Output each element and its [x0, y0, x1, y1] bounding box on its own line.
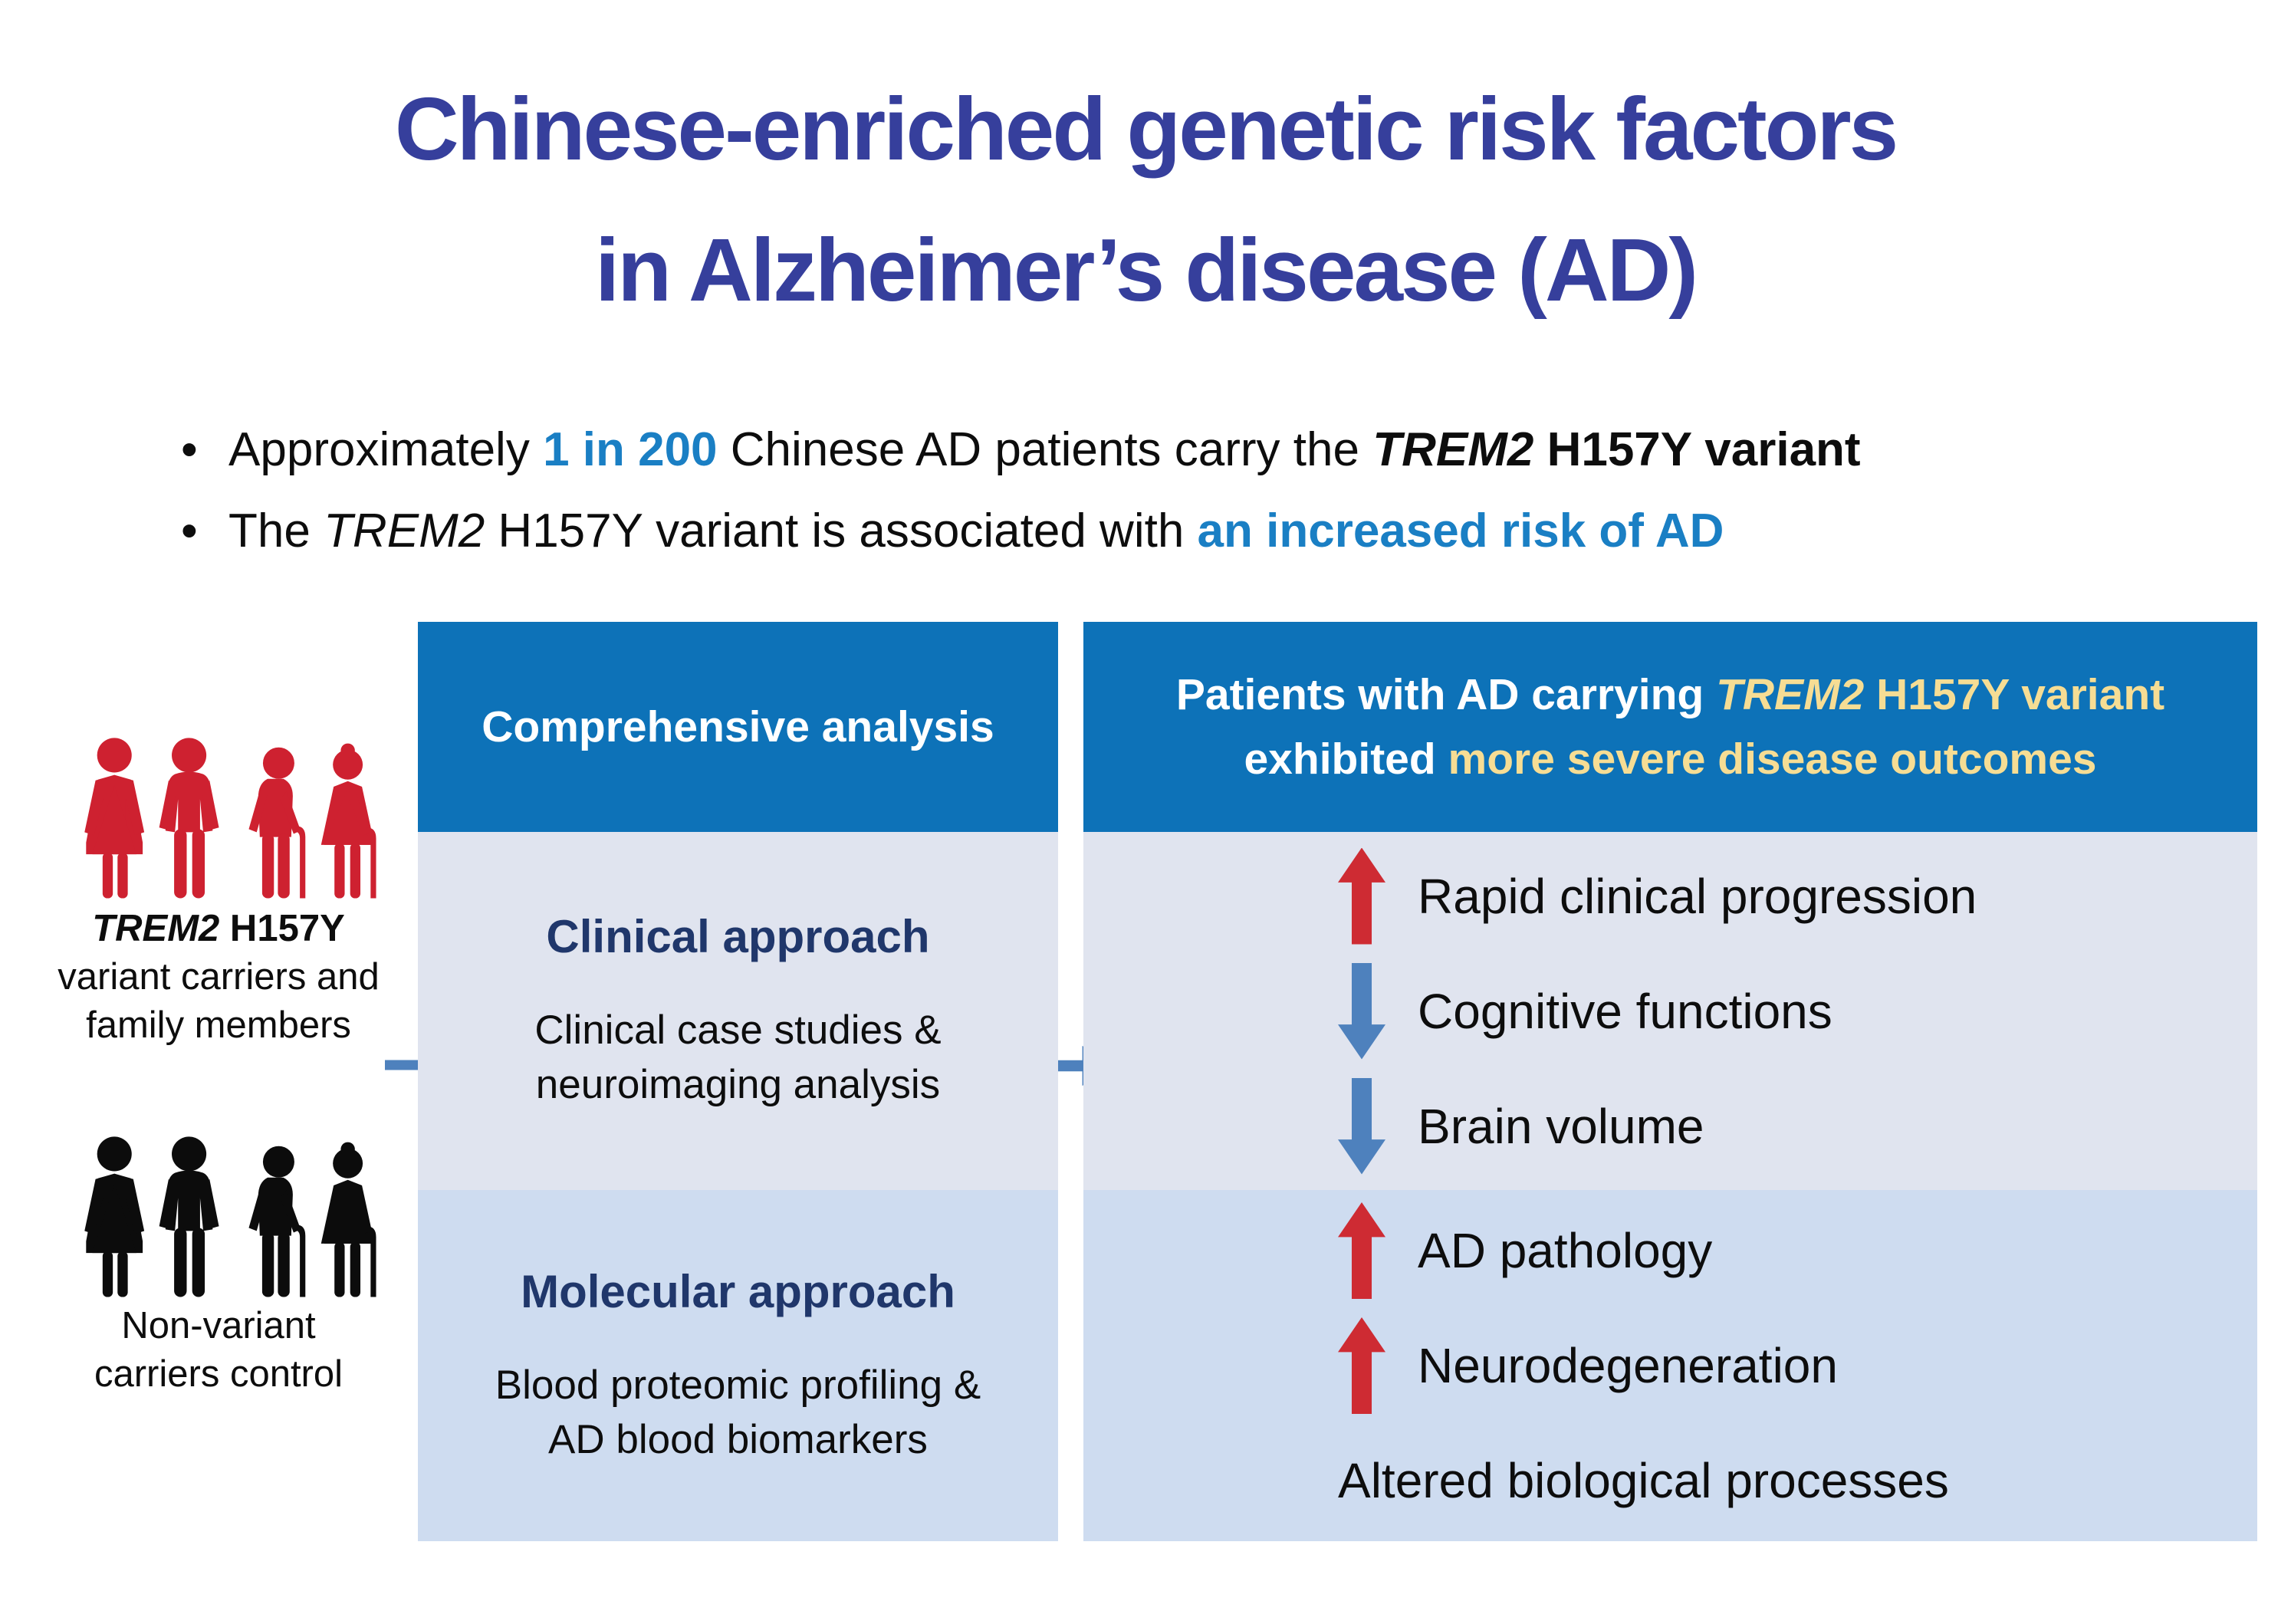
bullet-icon: •	[181, 423, 198, 476]
right-header-gene: TREM2	[1716, 670, 1865, 719]
down-arrow-icon	[1338, 962, 1385, 1060]
key-findings: • Approximately 1 in 200 Chinese AD patie…	[181, 409, 1861, 572]
right-header-outcomes: more severe disease outcomes	[1448, 735, 2097, 784]
carriers-caption: TREM2 H157Y variant carriers and family …	[8, 905, 429, 1050]
bullet-icon: •	[181, 505, 198, 557]
title-line-1: Chinese-enriched genetic risk factors	[394, 79, 1898, 179]
bullet2-gene: TREM2	[324, 505, 485, 557]
right-header-variant: H157Y variant	[1864, 670, 2165, 719]
outcome-label: Neurodegeneration	[1418, 1338, 1838, 1393]
outcome-item: Cognitive functions	[1338, 954, 2257, 1069]
right-header-text: Patients with AD carrying	[1175, 670, 1717, 719]
molecular-approach-cell: Molecular approach Blood proteomic profi…	[418, 1190, 1058, 1541]
clinical-body-line1: Clinical case studies &	[534, 1008, 942, 1053]
molecular-approach-body: Blood proteomic profiling & AD blood bio…	[495, 1358, 981, 1467]
outcome-item: Neurodegeneration	[1338, 1308, 2257, 1423]
carriers-gene: TREM2	[92, 908, 220, 949]
clinical-outcomes-cell: Rapid clinical progression Cognitive fun…	[1083, 832, 2257, 1190]
outcome-item: Brain volume	[1338, 1069, 2257, 1184]
up-arrow-icon	[1338, 1317, 1385, 1414]
clinical-body-line2: neuroimaging analysis	[535, 1062, 941, 1107]
middle-header-label: Comprehensive analysis	[482, 702, 994, 751]
molecular-body-line1: Blood proteomic profiling &	[495, 1362, 981, 1408]
outcome-item: Altered biological processes	[1338, 1423, 2257, 1538]
controls-caption-line2: carriers control	[94, 1353, 343, 1395]
middle-column-header: Comprehensive analysis	[418, 622, 1058, 832]
bullet1-text-mid: Chinese AD patients carry the	[717, 423, 1373, 476]
right-header-line1: Patients with AD carrying TREM2 H157Y va…	[1176, 662, 2164, 727]
bullet-finding-2: • The TREM2 H157Y variant is associated w…	[181, 491, 1861, 572]
bullet1-text: Approximately	[228, 423, 544, 476]
family-group-carriers-icon	[84, 738, 376, 899]
outcome-label: AD pathology	[1418, 1223, 1713, 1278]
outcome-label: Altered biological processes	[1338, 1453, 1949, 1508]
title-line-2: in Alzheimer’s disease (AD)	[594, 220, 1698, 320]
bullet-finding-1: • Approximately 1 in 200 Chinese AD patie…	[181, 409, 1861, 491]
molecular-outcomes-cell: AD pathology Neurodegeneration Altered b…	[1083, 1190, 2257, 1541]
up-arrow-icon	[1338, 847, 1385, 945]
down-arrow-icon	[1338, 1077, 1385, 1175]
right-header-text2: exhibited	[1244, 735, 1448, 784]
carriers-caption-line2: variant carriers and	[58, 956, 380, 998]
outcome-label: Brain volume	[1418, 1098, 1704, 1154]
controls-caption-line1: Non-variant	[121, 1305, 316, 1346]
bullet1-gene: TREM2	[1372, 423, 1534, 476]
clinical-approach-cell: Clinical approach Clinical case studies …	[418, 832, 1058, 1190]
family-group-controls-icon	[84, 1136, 376, 1297]
bullet1-variant: H157Y variant	[1533, 423, 1861, 476]
carriers-caption-line3: family members	[86, 1004, 351, 1046]
molecular-body-line2: AD blood biomarkers	[548, 1416, 928, 1462]
clinical-approach-heading: Clinical approach	[546, 911, 930, 962]
page-title: Chinese-enriched genetic risk factors in…	[0, 58, 2291, 340]
carriers-caption-line1: TREM2 H157Y	[8, 905, 429, 953]
bullet2-risk: an increased risk of AD	[1197, 505, 1724, 557]
bullet2-text: The	[228, 505, 324, 557]
outcome-label: Rapid clinical progression	[1418, 868, 1977, 924]
outcome-item: AD pathology	[1338, 1193, 2257, 1308]
right-column-header: Patients with AD carrying TREM2 H157Y va…	[1083, 622, 2257, 832]
outcome-item: Rapid clinical progression	[1338, 839, 2257, 954]
molecular-approach-heading: Molecular approach	[521, 1265, 955, 1317]
clinical-approach-body: Clinical case studies & neuroimaging ana…	[534, 1003, 941, 1112]
outcome-label: Cognitive functions	[1418, 983, 1832, 1039]
right-header-line2: exhibited more severe disease outcomes	[1244, 727, 2096, 791]
bullet1-stat: 1 in 200	[543, 423, 718, 476]
controls-caption: Non-variant carriers control	[8, 1302, 429, 1399]
bullet2-text-mid: H157Y variant is associated with	[485, 505, 1198, 557]
up-arrow-icon	[1338, 1202, 1385, 1299]
carriers-variant: H157Y	[219, 908, 345, 949]
